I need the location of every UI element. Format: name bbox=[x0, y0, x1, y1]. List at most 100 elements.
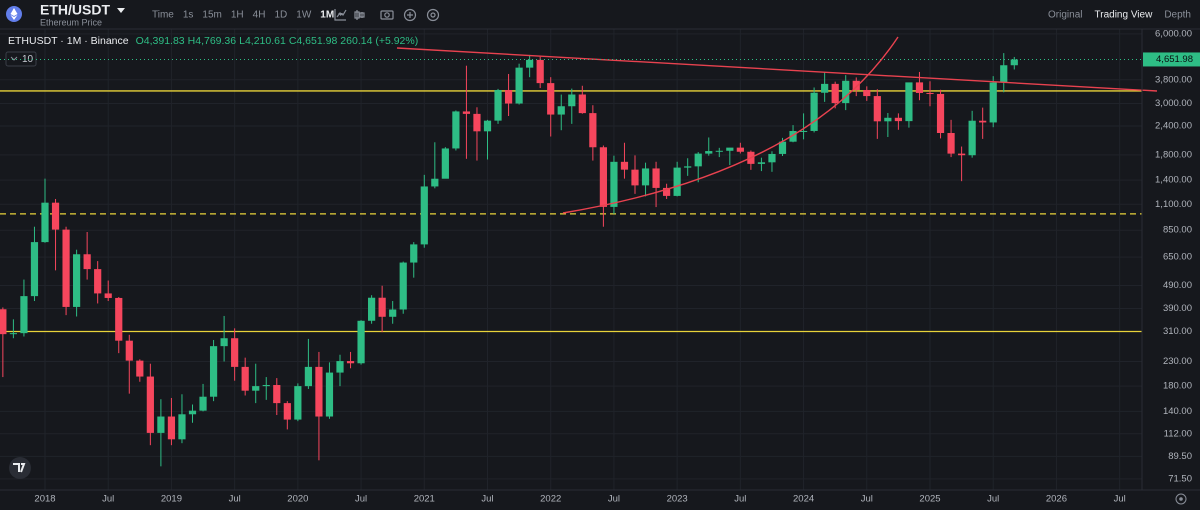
last-price-label: 4,651.98 bbox=[1156, 54, 1193, 65]
add-glyph bbox=[407, 12, 413, 18]
candle-body bbox=[736, 147, 744, 152]
candle-body bbox=[41, 202, 49, 243]
interval[interactable]: 1W bbox=[296, 10, 312, 21]
view-tab[interactable]: Original bbox=[1048, 10, 1082, 21]
candle-body bbox=[188, 410, 197, 415]
tool-icons bbox=[334, 8, 440, 22]
candle-body bbox=[146, 376, 154, 433]
y-tick-label: 3,800.00 bbox=[1155, 74, 1192, 85]
x-tick-label: 2022 bbox=[540, 494, 561, 505]
candle-body bbox=[231, 338, 239, 367]
candle-body bbox=[136, 360, 144, 377]
candle-body bbox=[578, 94, 586, 114]
legend-change: 260.14 (+5.92%) bbox=[340, 35, 418, 47]
x-tick-label: 2024 bbox=[793, 494, 814, 505]
y-tick-label: 1,400.00 bbox=[1155, 175, 1192, 186]
candle-body bbox=[304, 366, 312, 387]
candle-body bbox=[705, 151, 713, 154]
candle-body bbox=[51, 202, 60, 230]
last-price-tag bbox=[1143, 52, 1200, 67]
subtitle: Ethereum Price bbox=[40, 17, 102, 27]
y-tick-label: 310.00 bbox=[1163, 326, 1192, 337]
top-bar bbox=[0, 0, 1200, 29]
legend-high: H4,769.36 bbox=[188, 35, 237, 47]
symbol-caret[interactable] bbox=[117, 8, 125, 13]
candle-body bbox=[842, 80, 850, 104]
y-tick-label: 112.00 bbox=[1164, 428, 1192, 439]
x-tick-label: Jul bbox=[987, 494, 999, 505]
interval[interactable]: 1D bbox=[274, 10, 287, 21]
indicator-value: 10 bbox=[22, 54, 34, 65]
interval[interactable]: 15m bbox=[202, 10, 221, 21]
candle-body bbox=[220, 338, 228, 347]
screenshot-icon[interactable] bbox=[380, 10, 394, 20]
candle-body bbox=[915, 82, 924, 93]
candle-body bbox=[821, 83, 829, 93]
settings-icon[interactable] bbox=[426, 8, 440, 22]
candle-body bbox=[399, 262, 407, 310]
view-tab[interactable]: Trading View bbox=[1095, 10, 1154, 21]
candle-body bbox=[620, 161, 629, 170]
y-tick-label: 3,000.00 bbox=[1155, 98, 1192, 109]
candle-body bbox=[778, 141, 787, 154]
candle-body bbox=[125, 340, 133, 361]
candle-body bbox=[905, 82, 913, 122]
settings-glyph bbox=[430, 12, 436, 18]
candle-body bbox=[831, 83, 839, 104]
y-tick-label: 180.00 bbox=[1163, 381, 1192, 392]
candle-body bbox=[504, 89, 513, 104]
candle-body bbox=[599, 147, 607, 207]
legend-symbol: ETHUSDT · 1M · Binance bbox=[8, 35, 129, 47]
y-tick-label: 1,100.00 bbox=[1155, 199, 1192, 210]
x-tick-label: Jul bbox=[734, 494, 746, 505]
interval[interactable]: 4H bbox=[253, 10, 266, 21]
candle-body bbox=[62, 229, 70, 307]
candle-body bbox=[209, 346, 218, 397]
candle-body bbox=[20, 296, 28, 334]
tv-glyph bbox=[13, 463, 26, 473]
candle-body bbox=[894, 117, 902, 122]
candle-body bbox=[115, 297, 123, 341]
axis-settings[interactable] bbox=[1175, 493, 1187, 505]
interval[interactable]: 1M bbox=[320, 10, 334, 21]
x-tick-label: Jul bbox=[229, 494, 241, 505]
chart-type-icon[interactable] bbox=[334, 9, 347, 21]
symbol[interactable]: ETH/USDT bbox=[40, 2, 110, 18]
add-icon[interactable] bbox=[403, 8, 417, 22]
candle-body bbox=[684, 166, 692, 168]
x-tick-label: 2023 bbox=[667, 494, 688, 505]
indicator-icon[interactable] bbox=[354, 10, 365, 20]
candle-body bbox=[568, 94, 576, 107]
candle-body bbox=[936, 93, 945, 134]
candle-body bbox=[810, 92, 818, 131]
x-tick-label: Jul bbox=[861, 494, 873, 505]
candle-body bbox=[852, 80, 860, 90]
candle-body bbox=[789, 131, 797, 142]
candle-body bbox=[104, 293, 112, 298]
candle-body bbox=[989, 82, 997, 123]
x-tick-label: Jul bbox=[102, 494, 114, 505]
candle-body bbox=[494, 89, 502, 121]
candle-body bbox=[1010, 59, 1018, 66]
x-tick-label: 2021 bbox=[414, 494, 435, 505]
candle-body bbox=[178, 414, 186, 440]
candle-body bbox=[273, 385, 281, 404]
y-tick-label: 850.00 bbox=[1163, 225, 1192, 236]
candle-body bbox=[799, 130, 808, 132]
candle-body bbox=[483, 120, 492, 132]
candle-body bbox=[947, 133, 955, 154]
view-tab[interactable]: Depth bbox=[1164, 10, 1191, 21]
candle-body bbox=[30, 242, 39, 297]
interval[interactable]: 1s bbox=[183, 10, 194, 21]
x-tick-label: 2025 bbox=[919, 494, 940, 505]
candle-body bbox=[663, 187, 671, 196]
x-tick-label: 2018 bbox=[34, 494, 55, 505]
interval[interactable]: Time bbox=[152, 10, 174, 21]
interval[interactable]: 1H bbox=[231, 10, 244, 21]
candle-body bbox=[768, 153, 776, 163]
candle-body bbox=[336, 361, 344, 373]
candle-body bbox=[557, 106, 565, 115]
y-tick-label: 140.00 bbox=[1163, 406, 1192, 417]
